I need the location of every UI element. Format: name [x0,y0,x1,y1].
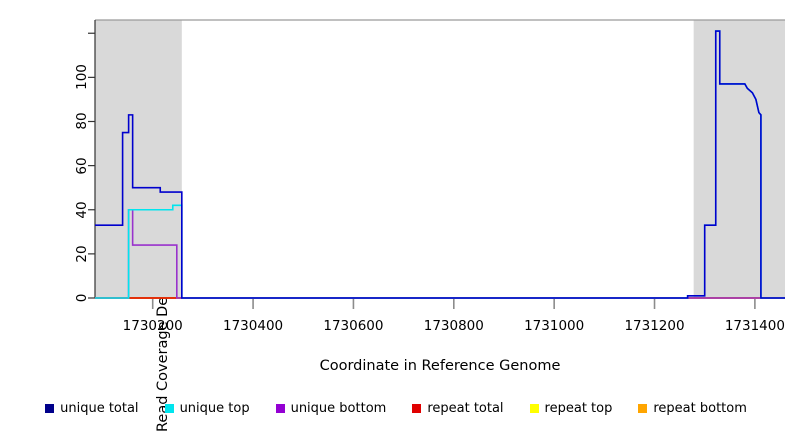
x-tick-label: 1730200 [122,318,183,334]
x-tick-label: 1730400 [223,318,284,334]
y-tick-label: 40 [74,201,90,219]
legend-label: repeat total [427,400,504,416]
right-repeat-region [693,20,785,298]
legend-label: unique bottom [290,400,387,416]
legend-swatch-icon [529,403,539,413]
y-tick-label: 80 [74,112,90,131]
series-unique-top [95,30,785,299]
legend-swatch-icon [275,403,285,413]
legend-item: unique bottom [275,400,387,416]
x-axis-title: Coordinate in Reference Genome [319,358,561,374]
x-tick-label: 1730600 [323,318,384,334]
series-unique-total [95,30,785,299]
legend-swatch-icon [45,403,55,413]
legend-item: repeat total [412,400,504,416]
y-tick-label: 0 [74,293,90,303]
x-tick-label: 1731000 [524,318,585,334]
legend-label: repeat top [544,400,613,416]
x-tick-label: 1731400 [724,318,785,334]
series-unique-bottom [95,208,785,299]
legend-swatch-icon [638,403,648,413]
legend-item: unique total [45,400,139,416]
x-tick-label: 1731200 [624,318,685,334]
legend-swatch-icon [164,403,174,413]
x-tick-label: 1730800 [423,318,484,334]
legend-label: repeat bottom [653,400,747,416]
legend-label: unique top [179,400,250,416]
legend-swatch-icon [412,403,422,413]
y-tick-label: 100 [74,64,90,91]
legend-item: unique top [164,400,250,416]
legend-label: unique total [60,400,139,416]
chart-legend: unique total unique top unique bottom repea… [0,396,792,420]
y-tick-label: 60 [74,157,90,175]
y-tick-label: 20 [74,245,90,263]
left-repeat-region [95,20,182,298]
legend-item: repeat bottom [638,401,747,416]
legend-item: repeat top [529,400,613,416]
